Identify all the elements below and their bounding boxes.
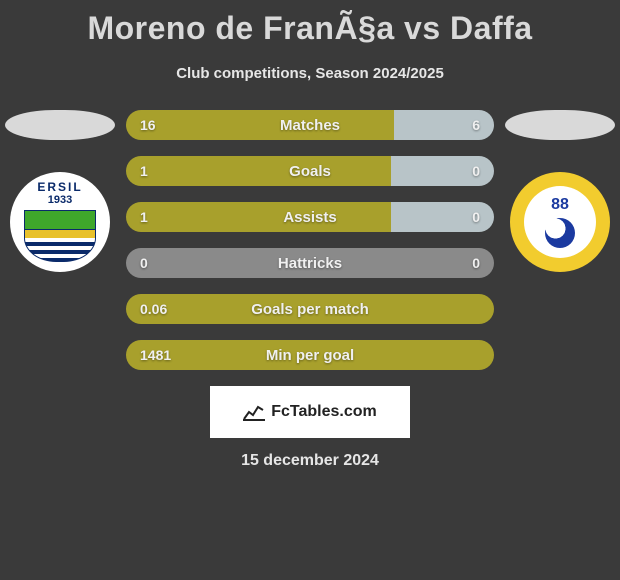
stat-row: 10Goals (126, 156, 494, 186)
stat-bar-right (391, 202, 494, 232)
player-right-photo (505, 110, 615, 140)
stat-row: 00Hattricks (126, 248, 494, 278)
subtitle: Club competitions, Season 2024/2025 (0, 65, 620, 82)
stat-bar-left (126, 340, 494, 370)
club-badge-left: ERSIL 1933 (10, 172, 110, 272)
stat-row: 0.06Goals per match (126, 294, 494, 324)
comparison-chart: ERSIL 1933 88 166Matches 10Goals 10Assists… (0, 110, 620, 370)
page-title: Moreno de FranÃ§a vs Daffa (0, 0, 620, 47)
stat-bar-left (126, 294, 494, 324)
date-text: 15 december 2024 (0, 452, 620, 470)
stat-bar-left (126, 202, 391, 232)
stat-bar-left (126, 156, 391, 186)
watermark-text: FcTables.com (271, 403, 377, 421)
chart-icon (243, 403, 265, 421)
stat-bar-right (391, 156, 494, 186)
stat-bar-right (394, 110, 494, 140)
stat-bars: 166Matches 10Goals 10Assists 00Hattricks 0.0… (126, 110, 494, 370)
club-badge-right: 88 (510, 172, 610, 272)
player-left-column: ERSIL 1933 (0, 110, 120, 272)
stat-row: 166Matches (126, 110, 494, 140)
stat-bar-left (126, 110, 394, 140)
stat-row: 1481Min per goal (126, 340, 494, 370)
watermark: FcTables.com (210, 386, 410, 438)
player-left-photo (5, 110, 115, 140)
player-right-column: 88 (500, 110, 620, 272)
stat-row: 10Assists (126, 202, 494, 232)
stat-bar-left (126, 248, 494, 278)
